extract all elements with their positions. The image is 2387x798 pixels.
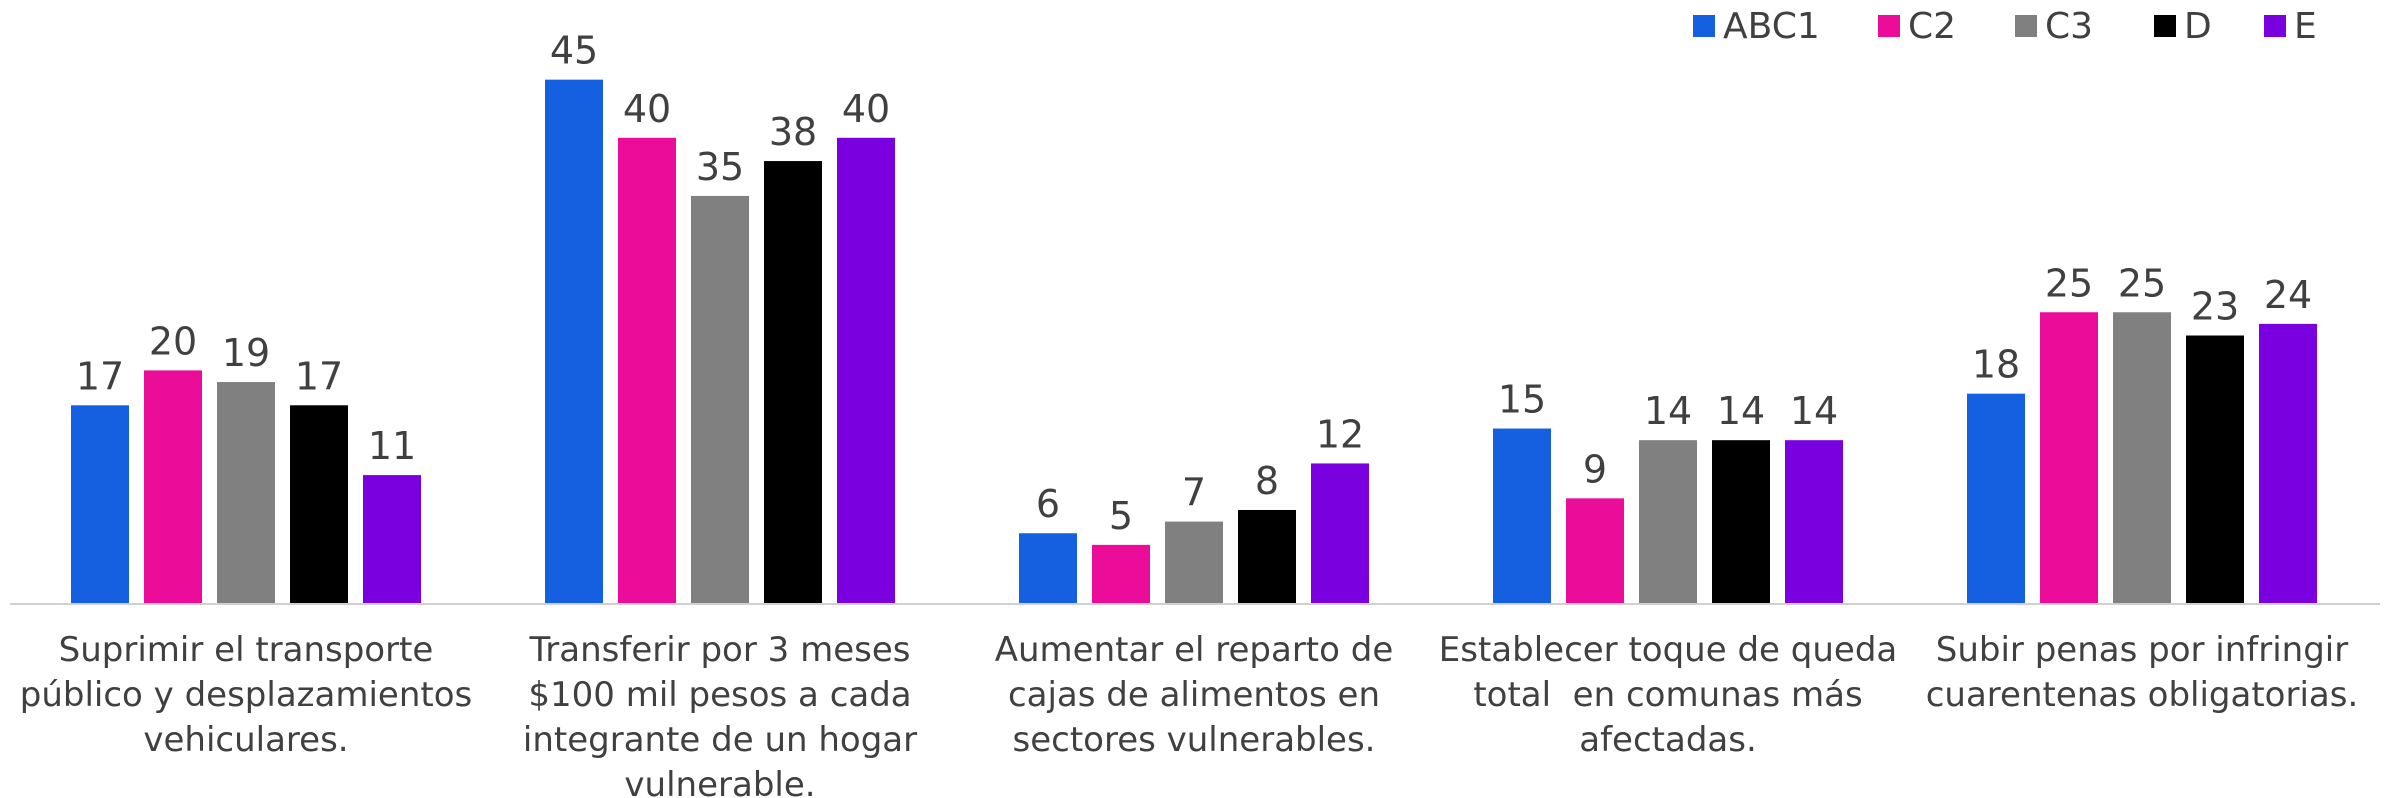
- value-label: 6: [1036, 482, 1060, 526]
- legend-swatch: [1878, 15, 1900, 37]
- value-label: 14: [1644, 389, 1692, 433]
- bar: [691, 195, 749, 603]
- value-label: 40: [623, 87, 671, 131]
- bar: [1639, 440, 1697, 603]
- bar: [1712, 440, 1770, 603]
- value-label: 45: [550, 29, 598, 73]
- value-label: 5: [1109, 494, 1133, 538]
- bar: [837, 137, 895, 604]
- bar: [1566, 498, 1624, 603]
- bar: [618, 137, 676, 604]
- legend-label: E: [2294, 6, 2317, 47]
- value-label: 15: [1498, 378, 1546, 422]
- bar: [1311, 463, 1369, 603]
- legend-label: D: [2184, 6, 2212, 47]
- legend-swatch: [2154, 15, 2176, 37]
- bar: [217, 382, 275, 603]
- bar: [764, 161, 822, 603]
- bar: [2186, 335, 2244, 603]
- category-label: Transferir por 3 meses $100 mil pesos a …: [522, 630, 928, 798]
- value-label: 7: [1182, 471, 1206, 515]
- value-label: 11: [368, 424, 416, 468]
- bar: [1238, 509, 1296, 603]
- value-label: 14: [1790, 389, 1838, 433]
- bar: [1019, 533, 1077, 603]
- value-label: 25: [2045, 261, 2093, 305]
- bar: [2113, 312, 2171, 603]
- value-label: 35: [696, 145, 744, 189]
- legend-swatch: [2264, 15, 2286, 37]
- bar: [1092, 544, 1150, 603]
- value-label: 38: [769, 110, 817, 154]
- value-label: 9: [1583, 447, 1607, 491]
- value-label: 25: [2118, 261, 2166, 305]
- bar: [545, 79, 603, 603]
- value-label: 19: [222, 331, 270, 375]
- legend-label: ABC1: [1723, 6, 1820, 47]
- value-label: 17: [76, 354, 124, 398]
- value-label: 24: [2264, 273, 2312, 317]
- bar: [1785, 440, 1843, 603]
- bar: [144, 370, 202, 603]
- category-label: Aumentar el reparto de cajas de alimento…: [994, 630, 1405, 760]
- value-label: 20: [149, 319, 197, 363]
- legend-swatch: [1693, 15, 1715, 37]
- category-label: Suprimir el transporte público y desplaz…: [19, 630, 484, 760]
- category-label: Establecer toque de queda total en comun…: [1438, 630, 1909, 760]
- value-label: 8: [1255, 459, 1279, 503]
- bar: [2259, 323, 2317, 603]
- bar: [2040, 312, 2098, 603]
- value-label: 23: [2191, 285, 2239, 329]
- bar: [1967, 393, 2025, 603]
- bar: [1493, 428, 1551, 603]
- legend-swatch: [2015, 15, 2037, 37]
- legend-label: C3: [2045, 6, 2093, 47]
- value-label: 40: [842, 87, 890, 131]
- bar: [290, 405, 348, 603]
- bar: [1165, 521, 1223, 603]
- value-label: 17: [295, 354, 343, 398]
- value-label: 12: [1316, 412, 1364, 456]
- bar: [363, 475, 421, 603]
- value-label: 18: [1972, 343, 2020, 387]
- value-label: 14: [1717, 389, 1765, 433]
- category-label: Subir penas por infringir cuarentenas ob…: [1925, 630, 2360, 715]
- legend-label: C2: [1908, 6, 1956, 47]
- bar: [71, 405, 129, 603]
